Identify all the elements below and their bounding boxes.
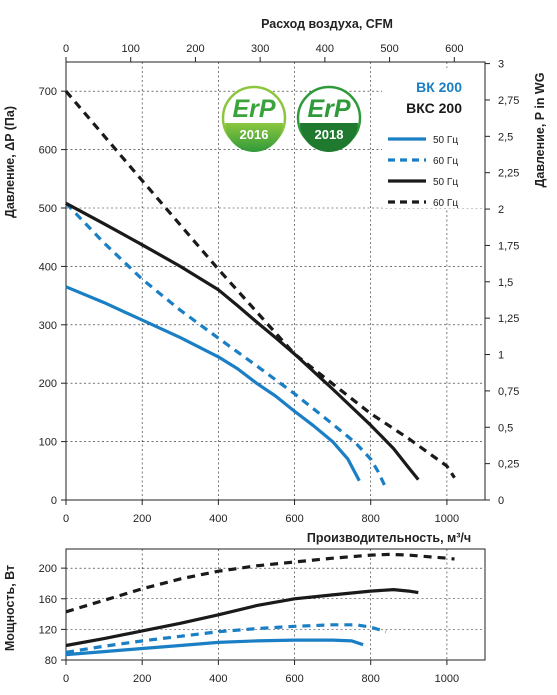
legend-header-bk200: ВК 200 — [416, 79, 462, 95]
power-y-tick-label: 80 — [45, 655, 57, 667]
right-tick-label: 1,25 — [498, 313, 519, 325]
power-x-tick-label: 0 — [63, 673, 69, 685]
legend: ВК 200 ВКС 200 50 Гц 60 Гц 50 Гц 60 Гц — [382, 68, 482, 209]
pressure-series-bk-50hz-line — [65, 285, 361, 482]
y-tick-label: 0 — [51, 495, 57, 507]
top-tick-label: 500 — [380, 43, 398, 55]
power-y-tick-label: 200 — [39, 563, 57, 575]
right-tick-label: 0,75 — [498, 386, 519, 398]
erp-2018-year: 2018 — [315, 127, 344, 142]
right-tick-label: 0,25 — [498, 459, 519, 471]
y-tick-label: 700 — [39, 86, 57, 98]
right-tick-label: 2,25 — [498, 168, 519, 180]
power-x-tick-label: 400 — [209, 673, 227, 685]
power-series-bkc-60hz-line — [65, 552, 455, 614]
x-tick-label: 800 — [362, 513, 380, 525]
right-tick-label: 0 — [498, 495, 504, 507]
power-series-bkc-50hz-line — [65, 587, 419, 648]
y-tick-label: 400 — [39, 261, 57, 273]
right-tick-label: 2,75 — [498, 95, 519, 107]
legend-label: 60 Гц — [433, 156, 458, 167]
main-chart-ticks: 0 200 400 600 800 100001002003004005006007000… — [39, 43, 520, 525]
power-y-axis-title: Мощность, Вт — [3, 565, 17, 651]
x-axis-title: Производительность, м³/ч — [307, 531, 471, 545]
power-x-tick-label: 600 — [285, 673, 303, 685]
erp-2018-word: ErP — [307, 95, 350, 123]
erp-2018-badge: ErP 2018 — [296, 85, 362, 152]
x-tick-label: 1000 — [435, 513, 459, 525]
top-tick-label: 400 — [316, 43, 334, 55]
top-axis-title: Расход воздуха, CFM — [261, 17, 393, 31]
pressure-series-bk-60hz-line — [64, 202, 388, 489]
y-tick-label: 300 — [39, 320, 57, 332]
top-tick-label: 100 — [122, 43, 140, 55]
power-x-tick-label: 800 — [362, 673, 380, 685]
y-tick-label: 600 — [39, 145, 57, 157]
right-tick-label: 1,75 — [498, 240, 519, 252]
top-tick-label: 600 — [445, 43, 463, 55]
legend-label: 50 Гц — [433, 135, 458, 146]
erp-2016-word: ErP — [232, 95, 275, 123]
legend-header-bkc200: ВКС 200 — [406, 100, 462, 116]
y-tick-label: 500 — [39, 203, 57, 215]
power-chart-ticks: 0 200 400 600 800 1000 80 120 160 200 — [39, 563, 460, 685]
power-chart-frame — [65, 548, 486, 661]
erp-2016-year: 2016 — [240, 127, 269, 142]
pressure-series-bkc-60hz-line — [64, 90, 456, 479]
power-chart-grid — [66, 549, 485, 660]
right-tick-label: 2,5 — [498, 131, 513, 143]
legend-label: 60 Гц — [433, 198, 458, 209]
x-tick-label: 200 — [133, 513, 151, 525]
y-tick-label: 100 — [39, 437, 57, 449]
y-tick-label: 200 — [39, 378, 57, 390]
power-series-bk-50hz-line — [65, 638, 364, 657]
power-series-bk-60hz-line — [65, 623, 387, 654]
power-x-tick-label: 1000 — [435, 673, 459, 685]
legend-label: 50 Гц — [433, 177, 458, 188]
x-tick-label: 0 — [63, 513, 69, 525]
y-axis-title: Давление, ΔP (Па) — [3, 106, 17, 218]
right-tick-label: 0,5 — [498, 422, 513, 434]
power-y-tick-label: 120 — [39, 624, 57, 636]
right-tick-label: 1,5 — [498, 277, 513, 289]
x-tick-label: 600 — [285, 513, 303, 525]
power-x-tick-label: 200 — [133, 673, 151, 685]
top-tick-label: 200 — [186, 43, 204, 55]
right-tick-label: 2 — [498, 204, 504, 216]
right-tick-label: 3 — [498, 59, 504, 71]
right-tick-label: 1 — [498, 350, 504, 362]
top-tick-label: 0 — [63, 43, 69, 55]
power-chart-series — [65, 552, 455, 657]
top-tick-label: 300 — [251, 43, 269, 55]
main-chart-series — [64, 90, 456, 489]
x-tick-label: 400 — [209, 513, 227, 525]
power-y-tick-label: 160 — [39, 594, 57, 606]
erp-2016-badge: ErP 2016 — [221, 85, 287, 152]
right-axis-title: Давление, P in WG — [533, 73, 547, 188]
main-chart-frame — [65, 61, 486, 501]
pressure-series-bkc-50hz-line — [65, 201, 420, 481]
